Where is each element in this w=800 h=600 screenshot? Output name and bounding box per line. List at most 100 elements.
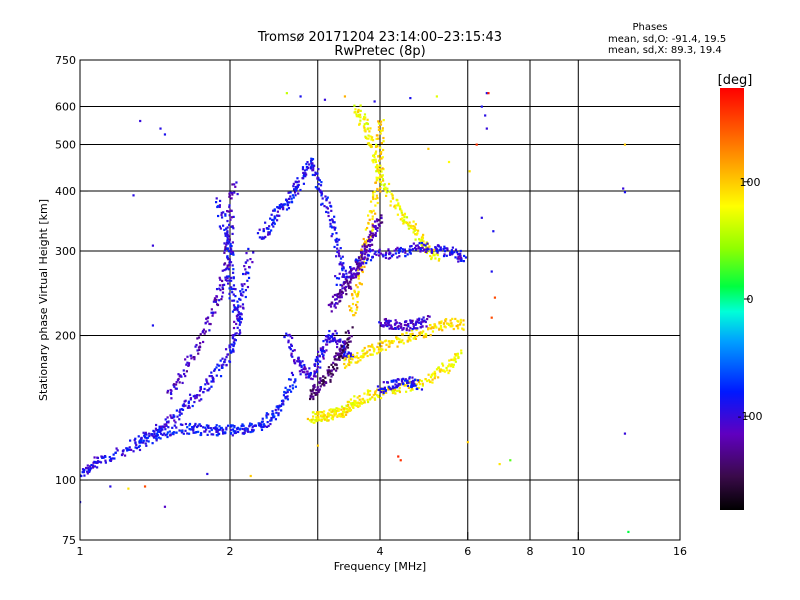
trace-point <box>181 404 185 407</box>
trace-point <box>226 424 230 427</box>
trace-point <box>298 363 302 367</box>
trace-point <box>236 309 239 312</box>
trace-point <box>249 422 252 426</box>
trace-point <box>246 271 249 274</box>
trace-point <box>335 237 338 240</box>
trace-point <box>316 365 319 369</box>
trace-point <box>326 413 329 416</box>
trace-point <box>294 189 298 192</box>
trace-point <box>379 164 382 167</box>
trace-point <box>286 395 289 398</box>
trace-point <box>403 379 406 382</box>
trace-point <box>453 356 456 359</box>
trace-point <box>371 234 374 238</box>
trace-point <box>401 250 404 253</box>
trace-point <box>228 195 231 198</box>
trace-point <box>299 362 302 365</box>
trace-point <box>229 349 232 352</box>
trace-point <box>386 322 389 325</box>
trace-point <box>359 359 362 362</box>
trace-point <box>303 363 306 367</box>
trace-point <box>410 226 413 230</box>
trace-point <box>390 379 393 383</box>
trace-point <box>432 251 435 255</box>
trace-point <box>437 366 440 369</box>
trace-point <box>321 411 324 414</box>
trace-point <box>387 321 391 324</box>
trace-point <box>187 362 191 365</box>
trace-point <box>303 172 306 175</box>
trace-point <box>265 416 268 419</box>
trace-point <box>337 249 340 252</box>
trace-point <box>330 301 333 304</box>
trace-point <box>194 424 197 427</box>
trace-point <box>210 433 213 436</box>
trace-point <box>221 284 224 287</box>
trace-point <box>363 392 366 395</box>
trace-point <box>320 192 324 195</box>
trace-point <box>218 204 221 207</box>
trace-point <box>396 256 399 259</box>
trace-point <box>381 178 384 181</box>
trace-point <box>236 326 239 329</box>
trace-point <box>379 120 383 123</box>
trace-point <box>297 180 300 183</box>
trace-point <box>243 429 246 432</box>
trace-point <box>310 157 313 160</box>
trace-point <box>400 211 403 214</box>
trace-point <box>377 351 381 354</box>
trace-point <box>396 326 399 329</box>
x-tick-label: 10 <box>571 545 585 558</box>
trace-point <box>374 158 377 161</box>
trace-point <box>325 206 328 209</box>
trace-point <box>360 248 363 251</box>
trace-point <box>210 380 213 383</box>
trace-point <box>285 199 289 203</box>
trace-point <box>342 341 345 344</box>
trace-point <box>380 214 383 217</box>
trace-point <box>305 162 308 166</box>
trace-point <box>335 332 338 335</box>
trace-point <box>428 324 432 327</box>
trace-point <box>336 302 339 305</box>
trace-point <box>174 421 177 424</box>
trace-point <box>366 226 369 230</box>
trace-point <box>376 220 379 223</box>
trace-point <box>348 406 351 409</box>
trace-point <box>180 412 183 415</box>
trace-point <box>373 156 376 159</box>
trace-point <box>338 414 342 417</box>
trace-point <box>451 252 454 255</box>
trace-point <box>233 342 236 345</box>
stats-line-o: mean, sd,O: -91.4, 19.5 <box>608 34 726 45</box>
trace-point <box>358 402 361 405</box>
trace-point <box>414 223 417 226</box>
trace-point <box>188 393 192 396</box>
trace-point <box>183 400 186 403</box>
trace-point <box>316 393 319 396</box>
trace-point <box>408 381 411 384</box>
trace-point <box>177 373 180 376</box>
trace-point <box>335 363 338 366</box>
trace-point <box>204 383 207 386</box>
trace-point <box>159 437 162 440</box>
trace-point <box>292 182 295 185</box>
trace-point <box>243 265 246 268</box>
trace-point <box>332 221 335 224</box>
scatter-point <box>485 127 488 130</box>
trace-point <box>402 377 405 380</box>
trace-point <box>378 186 382 190</box>
trace-point <box>225 426 228 429</box>
trace-point <box>367 134 370 137</box>
chart-title: Tromsø 20171204 23:14:00–23:15:43 <box>257 30 502 45</box>
trace-point <box>349 266 352 269</box>
trace-point <box>334 226 337 229</box>
trace-point <box>227 210 230 213</box>
trace-point <box>371 249 374 252</box>
trace-point <box>225 227 228 230</box>
trace-point <box>335 352 338 355</box>
trace-point <box>199 386 202 389</box>
trace-point <box>375 143 378 146</box>
trace-point <box>397 337 400 340</box>
trace-point <box>422 240 425 243</box>
